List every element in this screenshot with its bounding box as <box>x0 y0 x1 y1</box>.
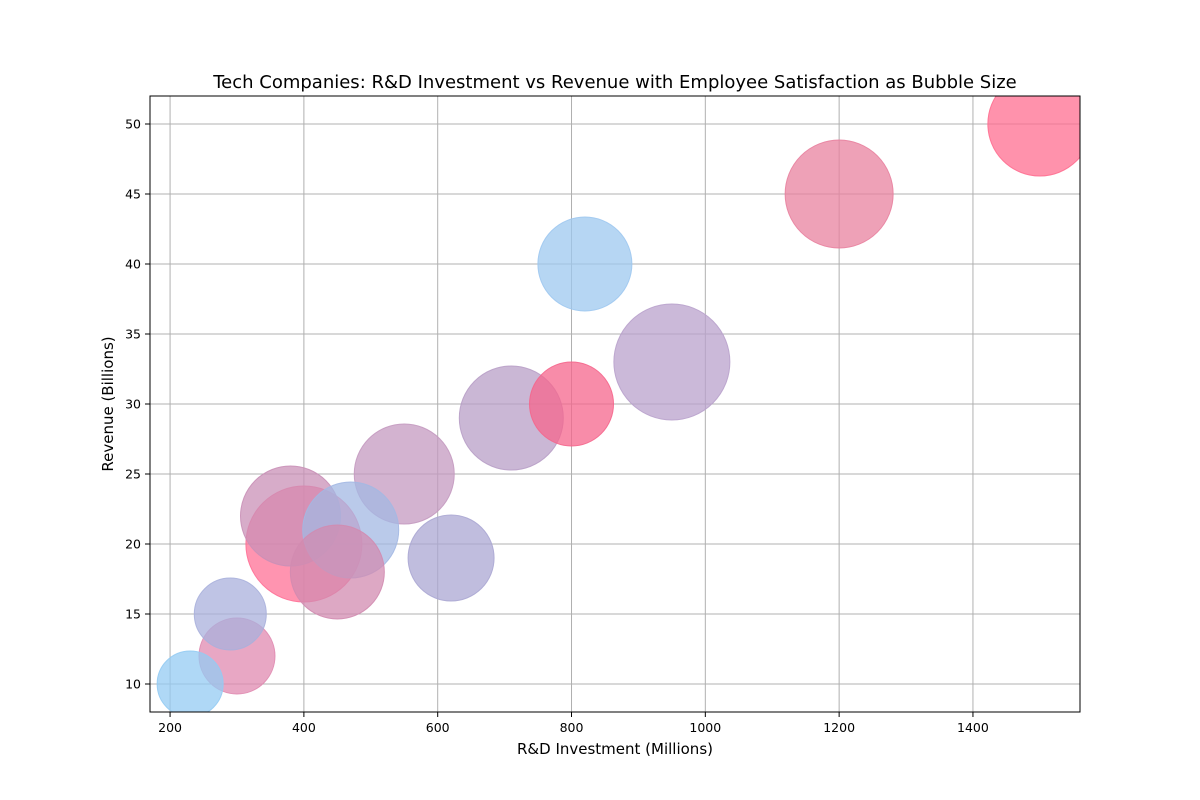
bubbles <box>156 96 1080 712</box>
bubble-point <box>613 303 731 421</box>
y-tick-label: 25 <box>125 467 141 482</box>
grid <box>150 96 1080 712</box>
y-tick-label: 50 <box>125 117 141 132</box>
x-tick-label: 1400 <box>957 720 989 735</box>
x-tick-label: 1000 <box>689 720 721 735</box>
y-tick-label: 45 <box>125 187 141 202</box>
x-tick-label: 200 <box>158 720 182 735</box>
x-tick-label: 400 <box>292 720 316 735</box>
plot-frame <box>149 95 1081 713</box>
y-tick-label: 35 <box>125 327 141 342</box>
x-tick-label: 1200 <box>823 720 855 735</box>
ticks: 200 400 600 800 1000 1200 1400 10 15 20 25 30 35 40 45… <box>125 117 989 736</box>
x-tick-label: 800 <box>560 720 584 735</box>
y-tick-label: 30 <box>125 397 141 412</box>
y-tick-label: 10 <box>125 677 141 692</box>
bubble-point <box>784 139 894 249</box>
bubble-point <box>156 650 224 712</box>
chart-title: Tech Companies: R&D Investment vs Revenu… <box>212 72 1017 93</box>
x-tick-label: 600 <box>426 720 450 735</box>
y-tick-label: 15 <box>125 607 141 622</box>
x-axis-label: R&D Investment (Millions) <box>517 740 713 758</box>
bubble-point <box>529 361 615 447</box>
bubble-point <box>537 216 633 312</box>
bubble-point <box>289 524 385 620</box>
y-axis-label: Revenue (Billions) <box>99 336 117 471</box>
bubble-point <box>407 514 495 602</box>
y-tick-label: 40 <box>125 257 141 272</box>
bubble-point <box>987 96 1080 177</box>
y-tick-label: 20 <box>125 537 141 552</box>
bubble-point <box>193 577 267 651</box>
